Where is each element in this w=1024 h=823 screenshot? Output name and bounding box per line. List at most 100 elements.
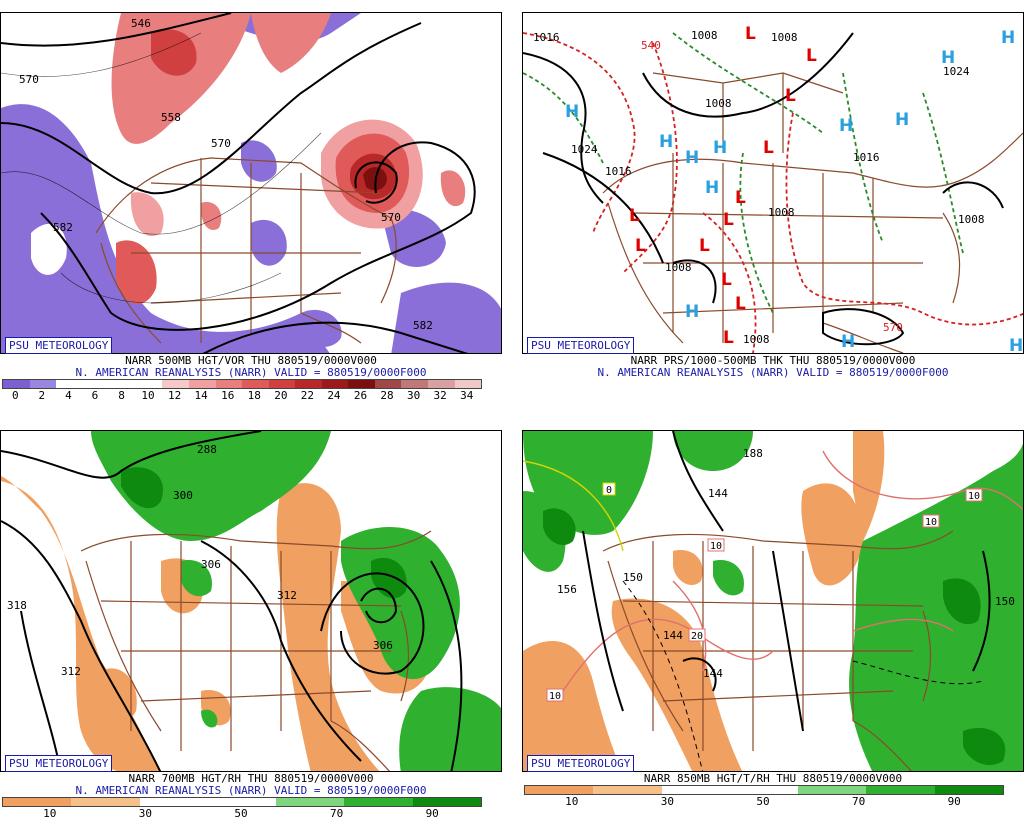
colorbar-tick-label: 0 xyxy=(11,389,19,402)
high-marker: H xyxy=(841,332,855,352)
isobar-label: 1024 xyxy=(571,143,598,156)
colorbar-swatch xyxy=(188,380,216,388)
vort-positive-area xyxy=(111,13,251,144)
low-marker: L xyxy=(723,210,734,230)
colorbar-tick-label: 34 xyxy=(460,389,474,402)
colorbar-swatch xyxy=(348,380,375,388)
rh-colorbar xyxy=(524,785,1004,795)
temp-label: 10 xyxy=(925,517,937,528)
colorbar-swatch xyxy=(3,380,30,388)
colorbar-swatch xyxy=(428,380,455,388)
colorbar-swatch xyxy=(242,380,269,388)
colorbar-swatch xyxy=(29,380,57,388)
panel-850mb-rh: 188 144 156 150 144 144 150 0 10 10 10 2… xyxy=(522,418,1024,823)
high-marker: H xyxy=(685,148,699,168)
vorticity-colorbar xyxy=(2,379,482,389)
vort-negative-area xyxy=(1,104,330,353)
contour-label: 318 xyxy=(7,599,27,612)
rh700-map-svg: 318 312 300 306 312 306 288 xyxy=(1,431,501,771)
colorbar-tick-label: 90 xyxy=(947,795,961,808)
low-marker: L xyxy=(806,46,817,66)
colorbar-tick-label: 50 xyxy=(756,795,770,808)
temp-label: 10 xyxy=(710,541,722,552)
rh-moist-areas xyxy=(91,431,501,771)
colorbar-tick-label: 8 xyxy=(118,389,125,402)
high-pressure-markers: H H H H H H H H H H H H xyxy=(565,28,1023,353)
colorbar-tick-label: 70 xyxy=(851,795,866,808)
caption-valid: N. AMERICAN REANALYSIS (NARR) VALID = 88… xyxy=(75,784,427,797)
colorbar-tick-label: 10 xyxy=(43,807,57,820)
colorbar-swatch xyxy=(934,786,1003,794)
colorbar-swatch xyxy=(374,380,402,388)
colorbar-tick-label: 30 xyxy=(406,389,421,402)
colorbar-tick-label: 4 xyxy=(65,389,72,402)
geo-boundaries xyxy=(602,72,1023,353)
height-contours xyxy=(1,13,476,353)
colorbar-swatch xyxy=(729,786,799,794)
colorbar-swatch xyxy=(3,798,72,806)
psu-badge: PSU METEOROLOGY xyxy=(527,755,635,772)
colorbar-swatch xyxy=(71,798,140,806)
vorticity-map-svg: 546 570 558 570 582 570 582 xyxy=(1,13,501,353)
colorbar-tick-label: 14 xyxy=(194,389,208,402)
colorbar-swatch xyxy=(56,380,83,388)
isobar-label: 1008 xyxy=(691,29,718,42)
contour-label: 144 xyxy=(708,487,728,500)
colorbar-tick-label: 30 xyxy=(660,795,675,808)
colorbar-swatch xyxy=(412,798,481,806)
colorbar-tick-label: 50 xyxy=(234,807,248,820)
temp-label: 20 xyxy=(691,631,703,642)
isobar-label: 1008 xyxy=(743,333,770,346)
colorbar-swatch xyxy=(276,798,345,806)
contour-label: 150 xyxy=(623,571,643,584)
low-marker: L xyxy=(785,86,796,106)
isobar-label: 1008 xyxy=(771,31,798,44)
contour-label: 306 xyxy=(201,558,221,571)
contour-label: 582 xyxy=(53,221,73,234)
thickness-label: 570 xyxy=(883,321,903,334)
high-marker: H xyxy=(705,178,719,198)
geo-boundaries xyxy=(602,530,954,771)
thickness-label: 540 xyxy=(641,39,661,52)
colorbar-swatch xyxy=(215,380,243,388)
high-marker: H xyxy=(713,138,727,158)
isobar-label: 1008 xyxy=(705,97,732,110)
low-marker: L xyxy=(721,270,732,290)
caption-product: NARR PRS/1000-500MB THK THU 880519/0000V… xyxy=(630,354,916,367)
high-marker: H xyxy=(895,110,909,130)
map-500mb: 546 570 558 570 582 570 582 xyxy=(0,12,502,354)
colorbar-tick-label: 10 xyxy=(565,795,579,808)
high-marker: H xyxy=(685,302,699,322)
colorbar-swatch xyxy=(525,786,594,794)
contour-label: 306 xyxy=(373,639,393,652)
contour-label: 144 xyxy=(663,629,683,642)
psu-badge: PSU METEOROLOGY xyxy=(5,337,113,354)
contour-label: 188 xyxy=(743,447,763,460)
contour-label: 570 xyxy=(211,137,231,150)
colorbar-swatch xyxy=(109,380,136,388)
colorbar-swatch xyxy=(593,786,662,794)
colorbar-tick-label: 10 xyxy=(141,389,155,402)
psu-badge: PSU METEOROLOGY xyxy=(5,755,113,772)
caption-product: NARR 850MB HGT/T/RH THU 880519/0000V000 xyxy=(643,772,903,785)
colorbar-tick-label: 2 xyxy=(38,389,46,402)
colorbar-swatch xyxy=(207,798,277,806)
colorbar-tick-label: 20 xyxy=(274,389,288,402)
temp-label: 0 xyxy=(606,485,612,496)
contour-label: 150 xyxy=(995,595,1015,608)
colorbar-swatch xyxy=(661,786,730,794)
rh-colorbar-ticks: 10 30 50 70 90 xyxy=(524,795,1002,809)
colorbar-swatch xyxy=(798,786,867,794)
panel-pressure-thickness: 1016 1008 1008 1024 1016 1008 1008 1008 … xyxy=(522,0,1024,405)
isobar-label: 1008 xyxy=(768,206,795,219)
high-marker: H xyxy=(1001,28,1015,48)
isobar-label: 1008 xyxy=(665,261,692,274)
colorbar-tick-label: 24 xyxy=(327,389,341,402)
rh850-map-svg: 188 144 156 150 144 144 150 0 10 10 10 2… xyxy=(523,431,1023,771)
colorbar-tick-label: 90 xyxy=(425,807,439,820)
low-marker: L xyxy=(723,328,734,348)
high-marker: H xyxy=(839,116,853,136)
psu-badge: PSU METEOROLOGY xyxy=(527,337,635,354)
colorbar-swatch xyxy=(321,380,349,388)
colorbar-swatch xyxy=(866,786,935,794)
